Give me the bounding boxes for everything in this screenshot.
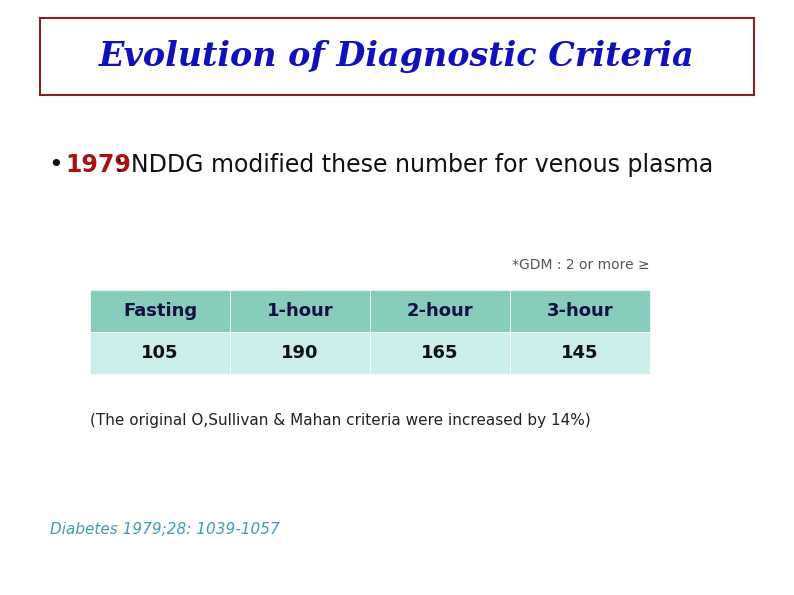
Bar [370, 332, 510, 374]
Text: (The original O,Sullivan & Mahan criteria were increased by 14%): (The original O,Sullivan & Mahan criteri… [90, 412, 591, 427]
Text: 165: 165 [422, 344, 459, 362]
Text: Fasting: Fasting [123, 302, 197, 320]
Bar [230, 290, 370, 332]
Text: 2-hour: 2-hour [407, 302, 473, 320]
Text: 190: 190 [281, 344, 318, 362]
Text: Diabetes 1979;28: 1039-1057: Diabetes 1979;28: 1039-1057 [50, 522, 279, 537]
Bar [230, 332, 370, 374]
Text: •: • [48, 153, 63, 177]
Text: 1-hour: 1-hour [267, 302, 333, 320]
Text: Evolution of Diagnostic Criteria: Evolution of Diagnostic Criteria [99, 40, 695, 73]
Bar [90, 290, 230, 332]
Bar [510, 290, 650, 332]
Bar [90, 332, 230, 374]
Text: : NDDG modified these number for venous plasma: : NDDG modified these number for venous … [108, 153, 713, 177]
Text: 105: 105 [141, 344, 179, 362]
Bar [370, 290, 510, 332]
Text: 1979: 1979 [65, 153, 131, 177]
Text: 3-hour: 3-hour [547, 302, 613, 320]
Bar [510, 332, 650, 374]
Text: *GDM : 2 or more ≥: *GDM : 2 or more ≥ [512, 258, 650, 272]
Text: 145: 145 [561, 344, 599, 362]
